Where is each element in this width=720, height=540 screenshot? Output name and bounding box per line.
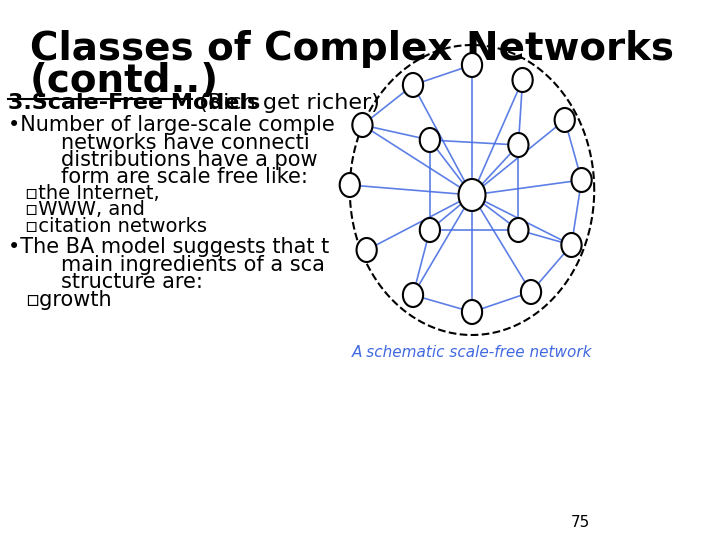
Text: (Rich get richer): (Rich get richer) [192, 93, 380, 113]
Text: ▫growth: ▫growth [25, 290, 112, 310]
Text: •Number of large-scale complе: •Number of large-scale complе [9, 115, 336, 135]
Circle shape [403, 283, 423, 307]
Text: distributions have a pow: distributions have a pow [9, 150, 318, 170]
Circle shape [508, 133, 528, 157]
Circle shape [554, 108, 575, 132]
Text: ▫citation networks: ▫citation networks [25, 217, 207, 236]
Circle shape [521, 280, 541, 304]
Circle shape [572, 168, 592, 192]
Text: structure are:: structure are: [9, 272, 203, 292]
Circle shape [356, 238, 377, 262]
Circle shape [340, 173, 360, 197]
Text: A schematic scale-free network: A schematic scale-free network [352, 345, 593, 360]
Text: networks have connecti: networks have connecti [9, 133, 310, 153]
Text: •The BA model suggests that t: •The BA model suggests that t [9, 237, 330, 257]
Circle shape [352, 113, 372, 137]
Circle shape [420, 128, 440, 152]
Circle shape [462, 53, 482, 77]
Text: Classes of Complex Networks: Classes of Complex Networks [30, 30, 673, 68]
Circle shape [420, 218, 440, 242]
Circle shape [508, 218, 528, 242]
Circle shape [513, 68, 533, 92]
Text: form are scale free like:: form are scale free like: [9, 167, 308, 187]
Text: main ingredients of a sca: main ingredients of a sca [9, 255, 325, 275]
Circle shape [562, 233, 582, 257]
Text: 75: 75 [571, 515, 590, 530]
Text: ▫WWW, and: ▫WWW, and [25, 200, 145, 219]
Circle shape [462, 300, 482, 324]
Text: 3.Scale-Free Models: 3.Scale-Free Models [9, 93, 261, 113]
Text: ▫the Internet,: ▫the Internet, [25, 184, 160, 203]
Text: (contd..): (contd..) [30, 62, 219, 100]
Circle shape [403, 73, 423, 97]
Circle shape [459, 179, 485, 211]
